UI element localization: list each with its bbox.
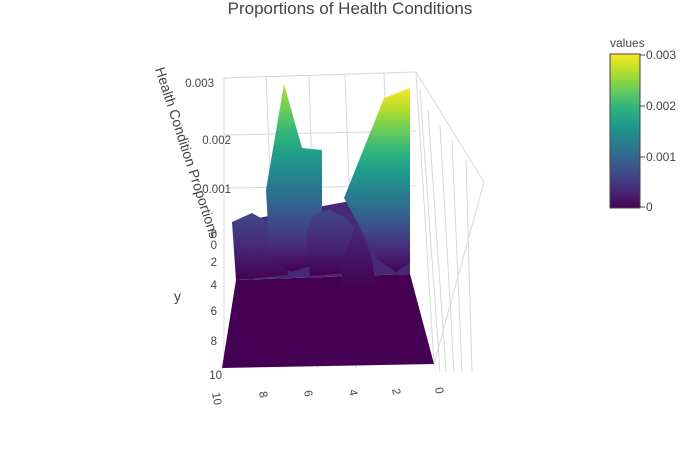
surface-mesh bbox=[222, 84, 434, 368]
surface-peak-front bbox=[342, 226, 376, 288]
y-tick-label: 0 bbox=[211, 240, 217, 252]
colorbar-tick: 0.003 bbox=[646, 48, 676, 62]
colorbar-gradient bbox=[609, 53, 641, 209]
y-tick-label: 10 bbox=[209, 370, 222, 382]
z-tick-label: 0.001 bbox=[202, 184, 231, 196]
x-tick-label: 0 bbox=[432, 386, 445, 394]
colorbar-tick: 0.001 bbox=[646, 150, 676, 164]
z-axis-title: Health Condition Proportions bbox=[152, 65, 223, 240]
chart-title: Proportions of Health Conditions bbox=[228, 0, 473, 18]
surface-peak-a bbox=[266, 84, 322, 272]
y-tick-label: 2 bbox=[211, 257, 217, 269]
z-tick-label: 0 bbox=[211, 229, 217, 241]
y-tick-label: 6 bbox=[211, 306, 217, 318]
x-tick-label: 10 bbox=[209, 391, 223, 406]
colorbar-title: values bbox=[610, 36, 645, 50]
z-tick-label: 0.002 bbox=[202, 135, 231, 147]
y-tick-label: 8 bbox=[211, 336, 217, 348]
x-tick-label: 6 bbox=[301, 389, 314, 397]
colorbar-tick: 0.002 bbox=[646, 99, 676, 113]
surface-floor bbox=[222, 274, 434, 368]
colorbar: values 0.003 0.002 0.001 0 bbox=[609, 36, 676, 214]
x-tick-label: 2 bbox=[389, 387, 402, 395]
y-axis-title: y bbox=[174, 288, 181, 304]
x-tick-label: 8 bbox=[256, 390, 269, 398]
surface-peak-b bbox=[344, 88, 410, 272]
x-tick-label: 4 bbox=[346, 388, 359, 397]
z-tick-label: 0.003 bbox=[185, 78, 214, 90]
colorbar-tick: 0 bbox=[646, 200, 653, 214]
y-tick-label: 4 bbox=[211, 280, 218, 292]
